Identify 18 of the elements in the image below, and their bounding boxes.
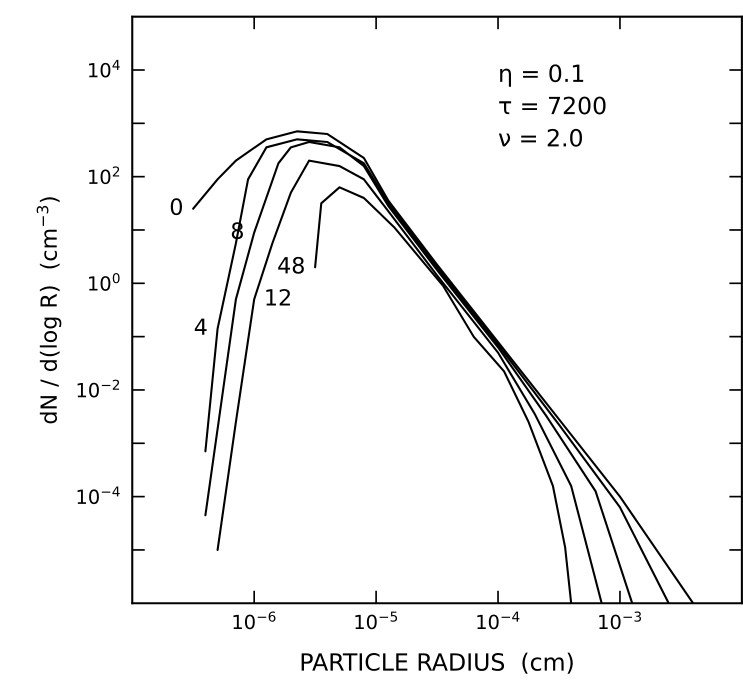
annotation: τ = 7200	[499, 96, 606, 114]
annotation: 48	[278, 256, 304, 274]
x-axis-title: PARTICLE RADIUS (cm)	[302, 652, 573, 674]
y-tick-label: 10$^{−2}$	[78, 380, 120, 398]
annotation: 4	[194, 318, 207, 335]
annotation: 12	[266, 288, 290, 306]
y-tick-label: 10$^{−4}$	[78, 486, 120, 504]
y-axis-title: dN / d(log R) (cm$^{−3}$)	[36, 197, 62, 424]
y-tick-label: 10$^{2}$	[89, 166, 120, 184]
x-tick-label: 10$^{−6}$	[233, 611, 276, 630]
x-tick-label: 10$^{−5}$	[355, 612, 398, 630]
annotation: ν = 2.0	[498, 128, 582, 147]
x-tick-label: 10$^{−3}$	[599, 611, 642, 630]
y-tick-label: 10$^{0}$	[89, 273, 120, 291]
annotation: η = 0.1	[500, 64, 584, 87]
y-tick-label: 10$^{4}$	[89, 60, 120, 78]
x-tick-label: 10$^{−4}$	[477, 612, 520, 630]
annotation: 0	[170, 198, 182, 216]
